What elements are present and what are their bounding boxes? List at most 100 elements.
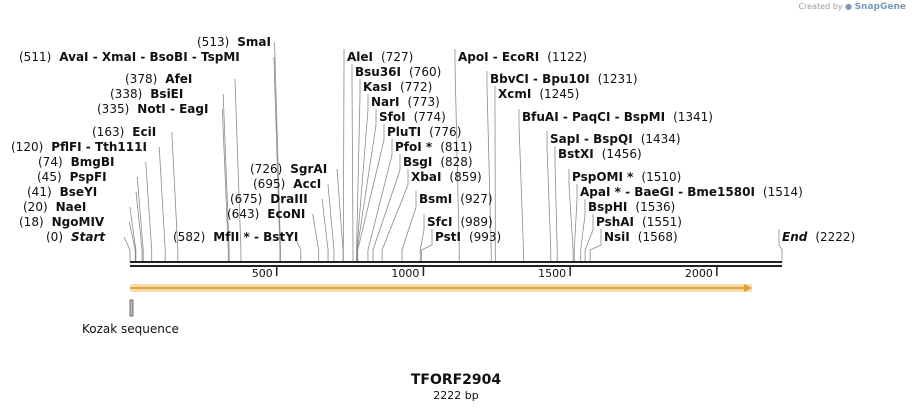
- leader-line-alei: [342, 49, 345, 262]
- site-position: (338): [110, 87, 142, 101]
- kozak-feature-bar[interactable]: [129, 299, 134, 317]
- site-label-bseyi[interactable]: (41) BseYI: [27, 185, 97, 199]
- leader-line-apoi-ecori: [454, 49, 460, 262]
- site-label-pflfi-tth111i[interactable]: (120) PflFI - Tth111I: [11, 140, 147, 154]
- site-label-mfii-bstyi[interactable]: (582) MfII * - BstYI: [173, 230, 298, 244]
- site-position: (1551): [642, 215, 682, 229]
- site-position: (811): [440, 140, 472, 154]
- site-label-end[interactable]: End (2222): [782, 230, 855, 244]
- site-label-bsgi[interactable]: BsgI (828): [403, 155, 473, 169]
- site-name: ApaI * - BaeGI - Bme1580I: [580, 185, 755, 199]
- leader-line-sapi-bspqi: [546, 131, 552, 262]
- site-name: NotI - EagI: [137, 102, 208, 116]
- site-name: AfeI: [165, 72, 192, 86]
- site-name: PflFI - Tth111I: [51, 140, 147, 154]
- leader-line-pshai: [584, 214, 594, 262]
- site-label-bsphi[interactable]: BspHI (1536): [588, 200, 675, 214]
- leader-line-start: [123, 236, 131, 262]
- site-label-apai-baegi-bme1580i[interactable]: ApaI * - BaeGI - Bme1580I (1514): [580, 185, 803, 199]
- leader-line-psti: [420, 229, 433, 262]
- site-position: (335): [97, 102, 129, 116]
- site-label-kasi[interactable]: KasI (772): [363, 80, 432, 94]
- site-label-apoi-ecori[interactable]: ApoI - EcoRI (1122): [458, 50, 587, 64]
- site-label-sfoi[interactable]: SfoI (774): [379, 110, 446, 124]
- site-label-xcmi[interactable]: XcmI (1245): [498, 87, 579, 101]
- leader-line-bsmi: [401, 191, 417, 262]
- site-name: BspHI: [588, 200, 627, 214]
- site-label-pspfi[interactable]: (45) PspFI: [37, 170, 107, 184]
- site-label-start[interactable]: (0) Start: [46, 230, 106, 244]
- site-label-nari[interactable]: NarI (773): [371, 95, 440, 109]
- watermark-prefix: Created by: [798, 2, 843, 11]
- site-position: (1510): [641, 170, 681, 184]
- site-position: (1341): [673, 110, 713, 124]
- site-label-sapi-bspqi[interactable]: SapI - BspQI (1434): [550, 132, 681, 146]
- site-label-bsu36i[interactable]: Bsu36I (760): [355, 65, 441, 79]
- site-label-bsmi[interactable]: BsmI (927): [419, 192, 493, 206]
- site-label-ngomiv[interactable]: (18) NgoMIV: [19, 215, 105, 229]
- site-label-xbai[interactable]: XbaI (859): [411, 170, 482, 184]
- site-label-pluti[interactable]: PluTI (776): [387, 125, 461, 139]
- site-label-sfci[interactable]: SfcI (989): [427, 215, 493, 229]
- axis-tick-label-1000: 1000: [391, 267, 419, 280]
- watermark: Created by ● SnapGene: [798, 2, 906, 12]
- axis-tick-label-1500: 1500: [538, 267, 566, 280]
- site-position: (989): [460, 215, 492, 229]
- site-label-acci[interactable]: (695) AccI: [253, 177, 321, 191]
- site-label-bsiei[interactable]: (338) BsiEI: [110, 87, 183, 101]
- site-name: SfoI: [379, 110, 406, 124]
- leader-line-pspomi: [568, 169, 574, 262]
- kozak-feature[interactable]: [129, 299, 134, 317]
- site-labels: (0) Start (18) NgoMIV (20) NaeI (41) BseYI(45) P…: [11, 35, 855, 244]
- site-position: (760): [409, 65, 441, 79]
- site-label-bfuai-paqci-bspmi[interactable]: BfuAI - PaqCI - BspMI (1341): [522, 110, 713, 124]
- site-position: (513): [197, 35, 229, 49]
- site-position: (776): [429, 125, 461, 139]
- site-label-noti-eagi[interactable]: (335) NotI - EagI: [97, 102, 208, 116]
- site-label-bmgbi[interactable]: (74) BmgBI: [38, 155, 115, 169]
- site-label-afei[interactable]: (378) AfeI: [125, 72, 192, 86]
- site-label-psti[interactable]: PstI (993): [435, 230, 501, 244]
- site-label-avai-xmai-bsobi-tspmi[interactable]: (511) AvaI - XmaI - BsoBI - TspMI: [19, 50, 240, 64]
- site-name: EcoNI: [267, 207, 305, 221]
- site-position: (695): [253, 177, 285, 191]
- site-name: BbvCI - Bpu10I: [490, 72, 590, 86]
- site-name: AleI: [347, 50, 373, 64]
- site-label-pshai[interactable]: PshAI (1551): [596, 215, 682, 229]
- site-position: (927): [460, 192, 492, 206]
- site-position: (726): [250, 162, 282, 176]
- leader-line-bsphi: [580, 199, 586, 262]
- site-name: KasI: [363, 80, 392, 94]
- site-name: AvaI - XmaI - BsoBI - TspMI: [59, 50, 239, 64]
- site-name: ApoI - EcoRI: [458, 50, 539, 64]
- site-label-nsii[interactable]: NsiI (1568): [604, 230, 678, 244]
- site-position: (74): [38, 155, 63, 169]
- site-label-bbvci-bpu10i[interactable]: BbvCI - Bpu10I (1231): [490, 72, 638, 86]
- site-label-ecii[interactable]: (163) EciI: [92, 125, 156, 139]
- site-name: PspOMI *: [572, 170, 634, 184]
- site-name: PshAI: [596, 215, 634, 229]
- orf-arrow[interactable]: [130, 284, 752, 292]
- site-name: Start: [71, 230, 106, 244]
- site-label-pspomi[interactable]: PspOMI * (1510): [572, 170, 681, 184]
- leader-line-sgrai: [336, 168, 344, 262]
- site-label-sgrai[interactable]: (726) SgrAI: [250, 162, 327, 176]
- site-position: (859): [449, 170, 481, 184]
- site-name: BsgI: [403, 155, 432, 169]
- site-position: (1434): [641, 132, 681, 146]
- site-label-alei[interactable]: AleI (727): [347, 50, 413, 64]
- site-position: (1245): [539, 87, 579, 101]
- site-position: (511): [19, 50, 51, 64]
- site-position: (1122): [547, 50, 587, 64]
- site-position: (774): [414, 110, 446, 124]
- site-label-naei[interactable]: (20) NaeI: [23, 200, 86, 214]
- site-name: NgoMIV: [52, 215, 105, 229]
- kozak-sequence-label[interactable]: Kozak sequence: [82, 322, 179, 336]
- site-label-smai[interactable]: (513) SmaI: [197, 35, 271, 49]
- site-label-econi[interactable]: (643) EcoNI: [227, 207, 305, 221]
- site-position: (18): [19, 215, 44, 229]
- site-label-pfoi[interactable]: PfoI * (811): [395, 140, 472, 154]
- site-label-draiii[interactable]: (675) DraIII: [230, 192, 308, 206]
- leader-lines: [123, 41, 783, 262]
- site-label-bstxi[interactable]: BstXI (1456): [558, 147, 642, 161]
